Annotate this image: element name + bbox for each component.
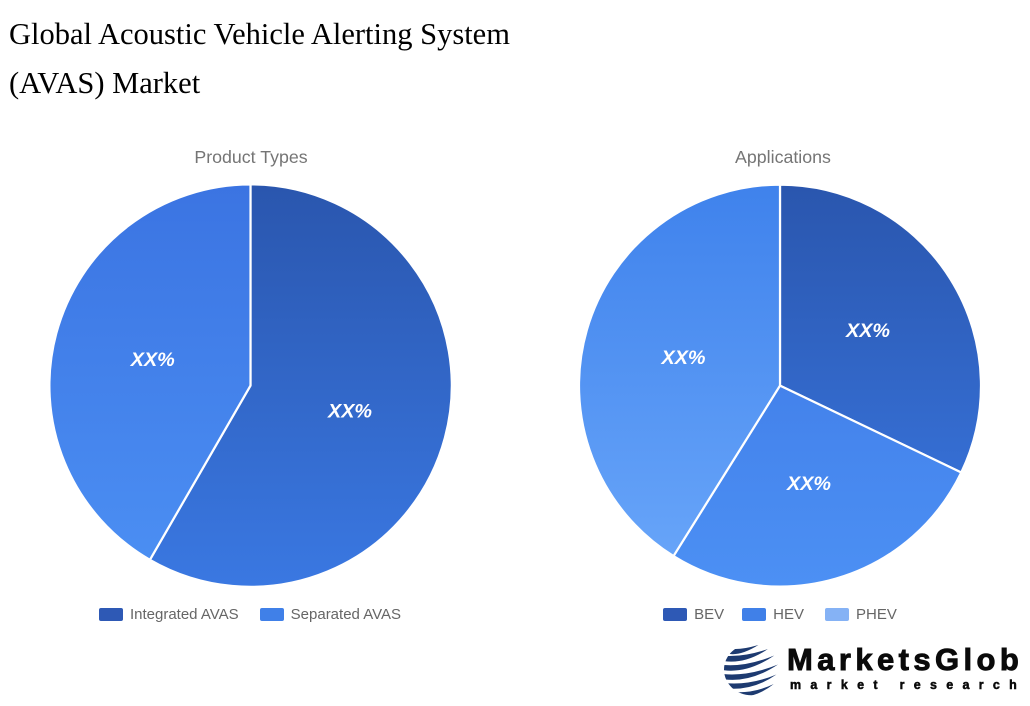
svg-text:XX%: XX%	[130, 349, 175, 371]
svg-text:XX%: XX%	[327, 401, 372, 423]
svg-text:XX%: XX%	[786, 473, 831, 495]
svg-text:XX%: XX%	[845, 320, 890, 342]
svg-text:XX%: XX%	[661, 347, 706, 369]
